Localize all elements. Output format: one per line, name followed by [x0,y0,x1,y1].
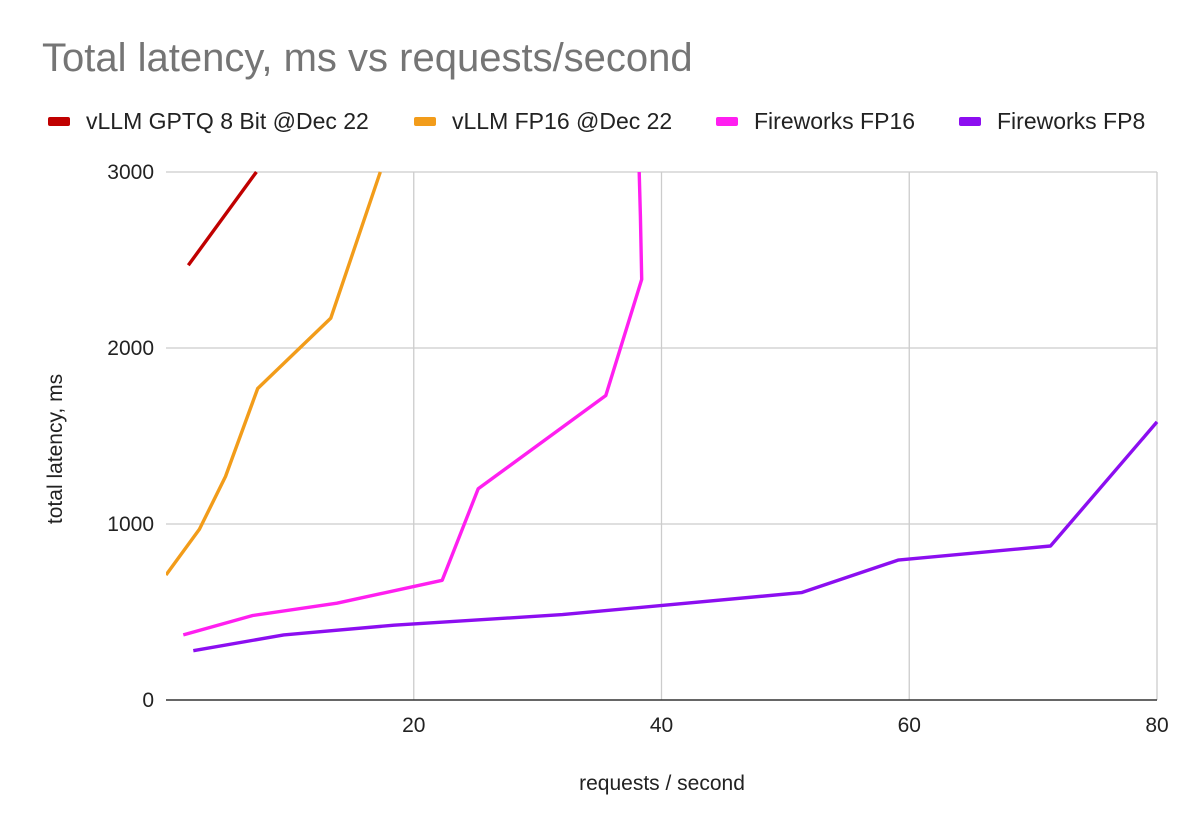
series-line-3 [182,171,644,637]
y-tick-label: 0 [142,689,154,712]
x-tick-label: 20 [402,714,425,737]
legend-label-series-3: Fireworks FP16 [754,107,916,134]
x-tick-label: 60 [898,714,921,737]
series-line-1 [186,171,258,267]
gridlines [166,171,1158,700]
legend-item-series-1[interactable]: vLLM GPTQ 8 Bit @Dec 22 [48,106,369,136]
legend-label-series-1: vLLM GPTQ 8 Bit @Dec 22 [86,107,369,134]
legend-swatch-series-2 [414,116,436,126]
x-tick-label: 40 [650,714,673,737]
y-tick-label: 3000 [107,161,154,184]
legend-swatch-series-3 [716,116,738,126]
y-tick-label: 1000 [107,513,154,536]
legend-label-series-2: vLLM FP16 @Dec 22 [452,107,673,134]
x-tick-label: 80 [1145,714,1168,737]
legend-item-series-4[interactable]: Fireworks FP8 [959,106,1145,136]
chart-title: Total latency, ms vs requests/second [42,36,693,80]
legend-swatch-series-4 [959,116,981,126]
y-tick-label: 2000 [107,337,154,360]
series-line-4 [193,420,1159,653]
legend-swatch-series-1 [48,116,70,126]
legend-label-series-4: Fireworks FP8 [997,107,1146,134]
legend: vLLM GPTQ 8 Bit @Dec 22 vLLM FP16 @Dec 2… [48,106,1168,136]
series-lines [166,171,1159,653]
tick-labels: 0 1000 2000 3000 20 40 60 80 [107,161,1168,737]
x-axis-title: requests / second [579,772,745,795]
series-line-2 [166,171,382,577]
legend-item-series-2[interactable]: vLLM FP16 @Dec 22 [414,106,672,136]
y-axis-title: total latency, ms [44,374,67,524]
legend-item-series-3[interactable]: Fireworks FP16 [716,106,915,136]
